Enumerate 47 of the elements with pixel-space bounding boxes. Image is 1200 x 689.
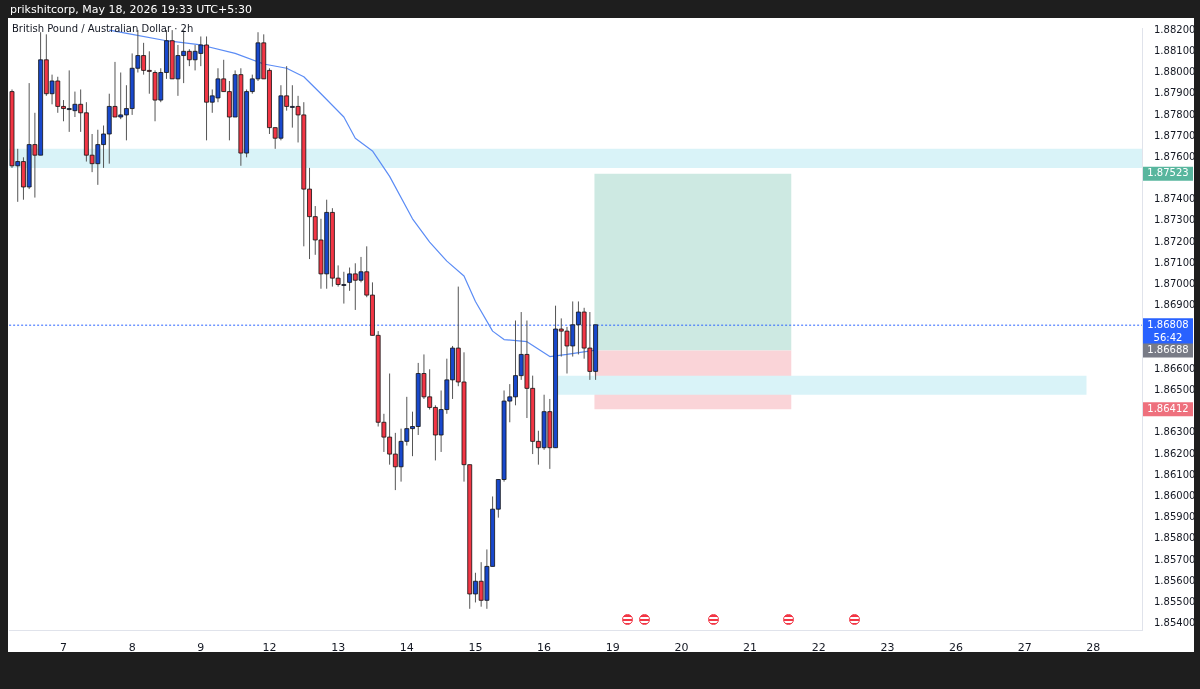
x-tick-label: 27 — [1017, 641, 1032, 655]
y-tick-label: 1.87800 — [1154, 108, 1196, 120]
y-tick-label: 1.87100 — [1154, 256, 1196, 268]
y-tick-label: 1.85400 — [1154, 617, 1196, 629]
x-tick-label: 14 — [399, 641, 414, 655]
x-tick-label: 13 — [331, 641, 346, 655]
x-tick-label: 21 — [743, 641, 758, 655]
x-tick-label: 15 — [468, 641, 483, 655]
y-tick-label: 1.87400 — [1154, 193, 1196, 205]
x-tick-label: 16 — [537, 641, 552, 655]
y-tick-label: 1.87900 — [1154, 87, 1196, 99]
y-tick-label: 1.85500 — [1154, 596, 1196, 608]
y-tick-label: 1.87600 — [1154, 150, 1196, 162]
y-tick-label: 1.86100 — [1154, 468, 1196, 480]
chart-subtitle: prikshitcorp, May 18, 2026 19:33 UTC+5:30 — [10, 3, 252, 16]
y-tick-label: 1.88100 — [1154, 44, 1196, 56]
x-tick-label: 28 — [1086, 641, 1101, 655]
y-tick-label: 1.86600 — [1154, 362, 1196, 374]
y-tick-label: 1.87000 — [1154, 278, 1196, 290]
x-tick-label: 12 — [262, 641, 277, 655]
chart-title: British Pound / Australian Dollar · 2h — [12, 23, 194, 34]
x-tick-label: 7 — [59, 641, 67, 655]
x-tick-label: 9 — [197, 641, 205, 655]
ref-line-label: 1.86808 56:42 — [1147, 318, 1189, 343]
y-tick-label: 1.85800 — [1154, 532, 1196, 544]
y-tick-label: 1.86900 — [1154, 299, 1196, 311]
y-tick-label: 1.87300 — [1154, 214, 1196, 226]
text: 1.86688 — [1147, 344, 1189, 356]
x-tick-label: 19 — [605, 641, 620, 655]
y-tick-label: 1.86500 — [1154, 384, 1196, 396]
x-tick-label: 20 — [674, 641, 689, 655]
text: 1.87523 — [1147, 167, 1189, 179]
y-tick-label: 1.85600 — [1154, 574, 1196, 586]
y-tick-label: 1.86000 — [1154, 490, 1196, 502]
y-tick-label: 1.88200 — [1154, 23, 1196, 35]
y-tick-label: 1.88000 — [1154, 66, 1196, 78]
text: 1.86412 — [1147, 402, 1189, 414]
x-tick-label: 8 — [128, 641, 136, 655]
y-tick-label: 1.87700 — [1154, 129, 1196, 141]
y-tick-label: 1.86300 — [1154, 426, 1196, 438]
x-tick-label: 22 — [811, 641, 826, 655]
x-tick-label: 26 — [949, 641, 964, 655]
y-tick-label: 1.85700 — [1154, 553, 1196, 565]
y-tick-label: 1.85900 — [1154, 511, 1196, 523]
y-tick-label: 1.86200 — [1154, 447, 1196, 459]
y-tick-label: 1.87200 — [1154, 235, 1196, 247]
x-tick-label: 23 — [880, 641, 895, 655]
